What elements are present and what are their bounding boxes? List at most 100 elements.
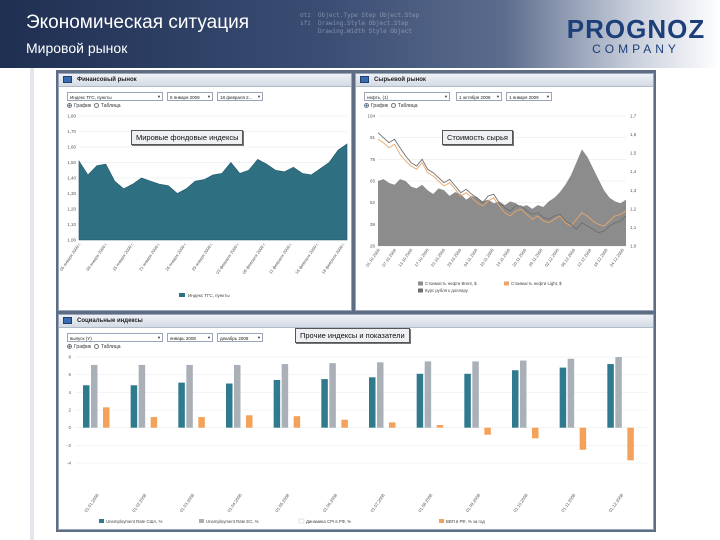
ruble-rate-area <box>378 149 626 246</box>
legend-swatch <box>504 281 509 286</box>
raw-chip[interactable]: Стоимость сырья <box>442 130 513 145</box>
financial-end-date-select[interactable]: 18 февраля 2... ▼ <box>217 92 263 101</box>
x-tick-label: 04.11.2008 <box>462 247 478 267</box>
social-start-date-value: январь 2008 <box>170 336 196 341</box>
social-chip[interactable]: Прочие индексы и показатели <box>295 328 410 343</box>
legend-label: ВВП в РФ, % за год <box>446 519 485 524</box>
tgs-index-area <box>78 143 348 241</box>
y-tick-label-right: 1,3 <box>630 188 637 193</box>
y-tick-label-left: 91 <box>370 135 376 140</box>
y-tick-label: -2 <box>67 443 71 448</box>
bar-eu-unemployment <box>520 360 527 428</box>
bar-eu-unemployment <box>567 358 575 428</box>
chevron-down-icon: ▼ <box>257 94 261 99</box>
x-tick-label: 01.10.2008 <box>512 492 529 513</box>
chevron-down-icon: ▼ <box>157 335 161 340</box>
bar-eu-unemployment <box>472 361 479 428</box>
header-banner: σtz Object.Type Step Object.Step sfz Dra… <box>0 0 720 68</box>
legend-label: Стоимость нефти Light, $ <box>511 281 562 286</box>
raw-end-date-select[interactable]: 1 января 2009 ▼ <box>506 92 552 101</box>
legend-label: Unemployment Rate США, % <box>106 519 163 524</box>
x-tick-label: 01.06.2008 <box>322 492 339 513</box>
right-margin <box>658 68 720 540</box>
social-chart: 8 6 4 2 0 -2 -4 01.01.2008 01.02.2008 01.03.2008 0… <box>67 355 647 524</box>
chevron-down-icon: ▼ <box>257 335 261 340</box>
x-tick-label: 15 января 2009 г. <box>111 242 134 272</box>
raw-end-date-value: 1 января 2009 <box>509 95 539 100</box>
x-tick-label: 26 января 2009 г. <box>164 242 187 272</box>
radio-table-label: Таблица <box>397 103 418 109</box>
light-line <box>377 132 627 234</box>
raw-start-date-select[interactable]: 1 октября 2008 ▼ <box>456 92 502 101</box>
x-tick-label: 21 января 2009 г. <box>138 242 161 272</box>
bar-us-unemployment <box>83 385 90 428</box>
radio-table[interactable] <box>93 344 99 350</box>
financial-chip[interactable]: Мировые фондовые индексы <box>131 130 244 145</box>
legend-swatch <box>439 519 444 523</box>
x-tick-label: 01.05.2008 <box>274 492 291 513</box>
legend-label: Динамика CPI в РФ, % <box>306 519 351 524</box>
radio-graph[interactable] <box>67 103 72 109</box>
bar-eu-unemployment <box>615 357 622 428</box>
y-tick-label-left: 39 <box>370 222 376 227</box>
x-tick-label: 29 января 2009 г. <box>191 242 214 272</box>
social-view-toggle: График Таблица <box>67 344 120 350</box>
bar-gdp-russia <box>150 417 158 428</box>
financial-market-panel: Финансовый рынок Индекс ТГС, пункты ▼ 5 я… <box>58 73 352 311</box>
x-tick-label: 05 января 2009 г. <box>59 242 82 272</box>
dashboard: Финансовый рынок Индекс ТГС, пункты ▼ 5 я… <box>56 70 656 532</box>
social-indicator-select[interactable]: выпуск (Y) ▼ <box>67 333 163 342</box>
y-tick-label: 1,70 <box>67 129 76 134</box>
y-tick-label: 1,00 <box>67 238 76 243</box>
x-tick-label: 10.11.2008 <box>479 247 495 267</box>
financial-index-value: Индекс ТГС, пункты <box>70 95 112 100</box>
x-tick-label: 08.12.2008 <box>560 247 577 268</box>
social-panel-header: Социальные индексы <box>59 315 653 328</box>
x-tick-label: 06 февраля 2009 г. <box>241 242 266 275</box>
bar-eu-unemployment <box>424 361 432 428</box>
y-tick-label: 4 <box>68 390 71 395</box>
financial-start-date-select[interactable]: 5 января 2009 ▼ <box>167 92 213 101</box>
y-tick-label-right: 1,6 <box>630 132 637 137</box>
bar-us-unemployment <box>464 373 471 428</box>
bar-eu-unemployment <box>138 364 146 428</box>
bar-us-unemployment <box>130 385 138 428</box>
x-tick-label: 01.11.2008 <box>560 492 577 513</box>
raw-commodity-select[interactable]: нефть, (1) ▼ <box>364 92 450 101</box>
legend-label: Курс рубля к доллару <box>425 288 469 293</box>
radio-graph[interactable] <box>364 103 369 109</box>
y-tick-label: 6 <box>68 372 71 377</box>
radio-table[interactable] <box>390 103 396 109</box>
x-tick-label: 12.12.2008 <box>576 247 593 268</box>
financial-index-select[interactable]: Индекс ТГС, пункты ▼ <box>67 92 163 101</box>
bar-gdp-russia <box>389 422 396 428</box>
radio-graph[interactable] <box>67 344 72 350</box>
bar-gdp-russia <box>484 427 491 435</box>
x-tick-label: 01.07.2008 <box>369 492 386 513</box>
bar-us-unemployment <box>416 373 424 428</box>
x-tick-label: 17.10.2008 <box>413 247 430 268</box>
y-tick-label-right: 1,0 <box>630 244 637 249</box>
bar-us-unemployment <box>178 382 185 428</box>
raw-commodity-value: нефть, (1) <box>367 95 388 100</box>
social-start-date-select[interactable]: январь 2008 ▼ <box>167 333 213 342</box>
y-tick-label: 1,60 <box>67 145 76 150</box>
bar-eu-unemployment <box>377 362 384 428</box>
x-tick-label: 13.10.2008 <box>397 247 414 268</box>
bar-gdp-russia <box>579 427 587 450</box>
raw-start-date-value: 1 октября 2008 <box>459 95 491 100</box>
radio-table[interactable] <box>93 103 99 109</box>
raw-chart: 104 91 78 65 52 39 26 1,7 1,6 1,5 1,4 1,3 1,2 1,1 1,0 0… <box>365 114 637 294</box>
x-tick-label: 14.11.2008 <box>495 247 511 267</box>
x-tick-label: 03 февраля 2009 г. <box>215 242 240 275</box>
bar-gdp-russia <box>198 417 205 428</box>
prognoz-logo: PROGNOZ COMPANY <box>556 16 716 56</box>
x-tick-label: 07.10.2008 <box>381 247 398 268</box>
header-decoration: σtz Object.Type Step Object.Step sfz Dra… <box>300 12 420 35</box>
y-tick-label-left: 104 <box>367 114 375 119</box>
social-end-date-select[interactable]: декабрь 2008 ▼ <box>217 333 263 342</box>
y-tick-label: 1,80 <box>67 114 76 119</box>
radio-graph-label: График <box>74 344 92 350</box>
bar-us-unemployment <box>273 379 281 428</box>
